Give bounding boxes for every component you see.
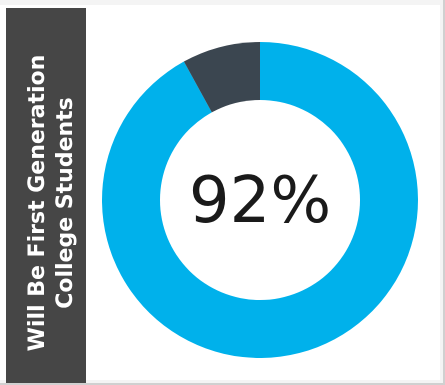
donut-hole — [160, 100, 360, 300]
center-percentage-label: 92% — [189, 164, 331, 238]
title-sidebar: Will Be First Generation College Student… — [6, 8, 86, 383]
